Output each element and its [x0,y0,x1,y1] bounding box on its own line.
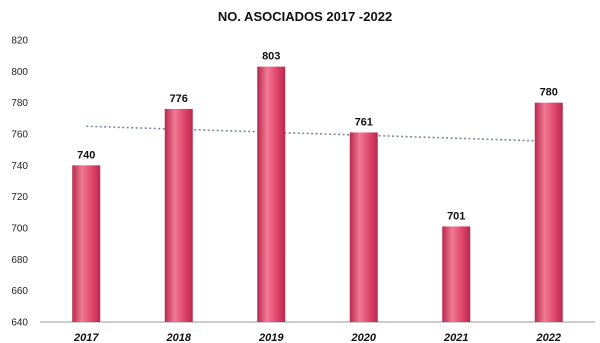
data-label-2019: 803 [262,51,280,63]
x-axis: 2017 2018 2019 2020 2021 2022 [73,332,561,343]
x-tick-label: 2018 [166,332,192,343]
x-tick-label: 2022 [536,332,561,343]
bar-2021 [442,226,471,322]
bar-2020 [349,132,378,322]
y-tick-label: 740 [11,161,28,172]
trendline [86,125,549,143]
y-tick-label: 760 [11,130,28,141]
x-tick-label: 2021 [443,332,468,343]
data-label-2021: 701 [447,210,465,222]
y-tick-label: 680 [11,255,28,266]
y-tick-label: 640 [11,318,28,329]
data-label-2020: 761 [355,116,373,128]
y-tick-label: 720 [11,192,28,203]
x-tick-label: 2020 [351,332,377,343]
bar-2017 [72,165,101,322]
y-tick-label: 780 [11,98,28,109]
data-label-2022: 780 [540,87,558,99]
y-tick-label: 820 [11,36,28,47]
x-tick-label: 2017 [73,332,99,343]
bar-2018 [164,108,193,322]
y-tick-label: 800 [11,67,28,78]
trendline-line [86,125,549,143]
y-tick-label: 660 [11,286,28,297]
data-label-2017: 740 [77,149,95,161]
y-tick-label: 700 [11,224,28,235]
data-label-2018: 776 [170,93,188,105]
bar-2022 [534,102,563,323]
y-axis: 640 660 680 700 720 740 760 780 800 820 [11,36,595,329]
x-tick-label: 2019 [258,332,284,343]
bars-group: 740 776 803 761 701 780 [72,51,563,323]
chart-title: NO. ASOCIADOS 2017 -2022 [218,9,392,24]
bar-2019 [257,66,286,322]
